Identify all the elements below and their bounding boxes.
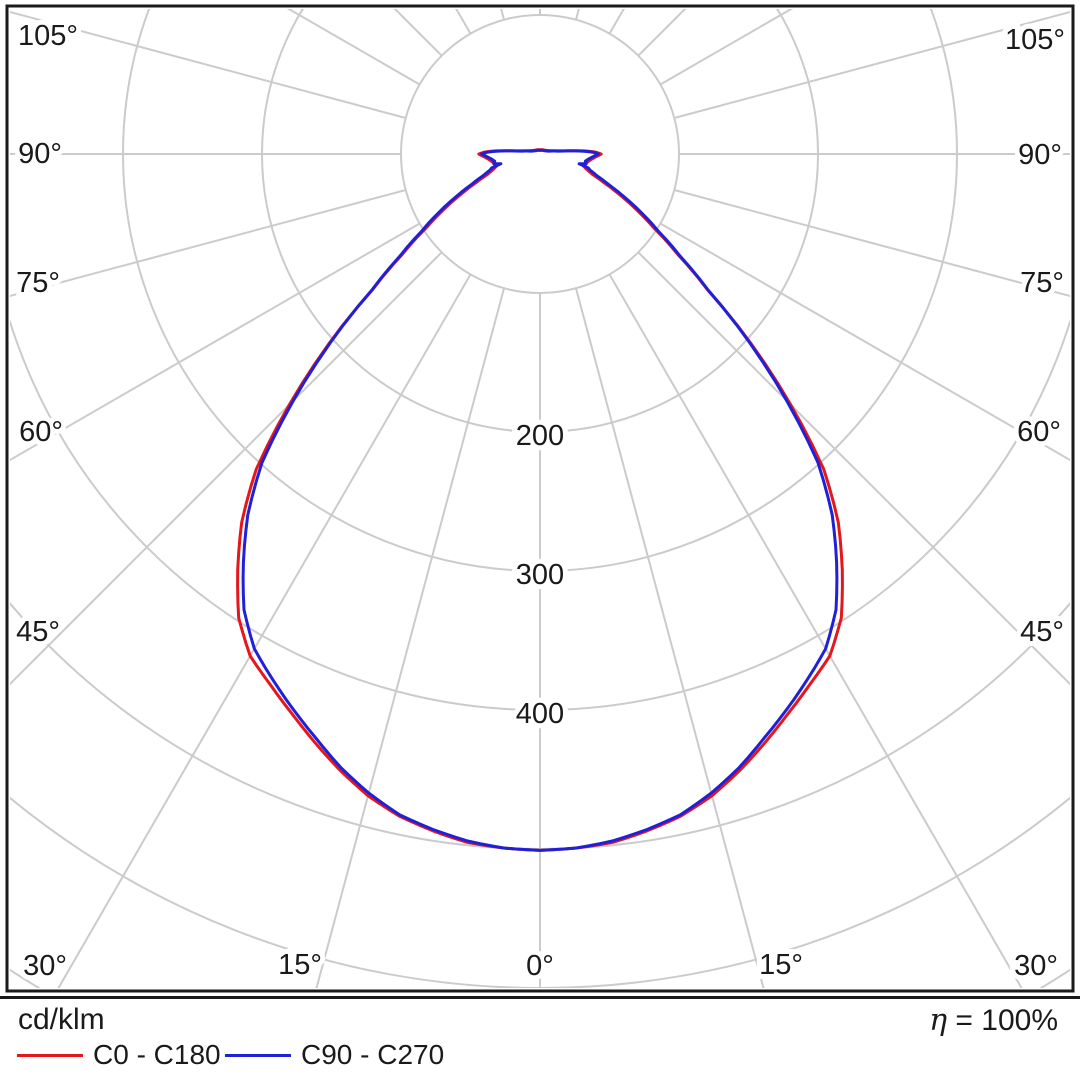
radial-label-300: 300 <box>516 559 564 591</box>
grid-ray-60 <box>659 222 1070 462</box>
angle-label-15deg: 15° <box>759 949 803 981</box>
angle-label-75deg: 75° <box>1020 267 1064 299</box>
grid-ray-15 <box>575 288 765 988</box>
angle-label-105deg: 105° <box>18 20 78 52</box>
legend-label-c90-c270: C90 - C270 <box>301 1039 445 1070</box>
angle-label-45deg: 45° <box>16 616 60 648</box>
angle-label-30deg: 30° <box>23 950 67 982</box>
angle-label-0deg: 0° <box>526 950 554 982</box>
angle-label-105deg: 105° <box>1005 24 1065 56</box>
angle-label-60deg: 60° <box>1017 416 1061 448</box>
grid-ray-345 <box>315 288 505 988</box>
legend-label-c0-c180: C0 - C180 <box>93 1039 221 1070</box>
grid-ray-45 <box>637 251 1070 686</box>
angle-label-60deg: 60° <box>19 416 63 448</box>
radial-label-200: 200 <box>516 420 564 452</box>
eta-value: = 100% <box>947 1004 1058 1037</box>
angle-label-90deg: 90° <box>1018 139 1062 171</box>
grid-ring-100 <box>400 14 680 294</box>
grid-ray-165 <box>575 9 580 20</box>
angle-label-75deg: 75° <box>16 267 60 299</box>
legend-item-c90-c270: C90 - C270 <box>225 1039 444 1071</box>
legend-swatch-c90-c270 <box>225 1053 291 1057</box>
grid-ray-195 <box>500 9 505 20</box>
footer-divider <box>0 996 1080 999</box>
efficiency-label: η = 100% <box>929 1003 1058 1038</box>
radial-label-400: 400 <box>516 698 564 730</box>
legend-item-c0-c180: C0 - C180 <box>17 1039 221 1071</box>
angle-label-15deg: 15° <box>278 949 322 981</box>
grid-ray-105 <box>674 10 1070 119</box>
axis-labels: 0° 15° 15° 30° 30° 45° 45° 60° 60° 75° 75° 90° 90° 10… <box>11 15 1070 987</box>
plot-border <box>5 4 1075 993</box>
grid-ray-30 <box>608 273 1023 988</box>
legend-swatch-c0-c180 <box>17 1053 83 1057</box>
grid-ray-300 <box>10 222 421 462</box>
grid-ray-330 <box>57 273 472 988</box>
grid-ray-315 <box>10 251 443 686</box>
angle-label-45deg: 45° <box>1020 616 1064 648</box>
grid-ray-255 <box>10 10 406 119</box>
grid-ray-285 <box>10 189 406 298</box>
intensity-curves <box>236 148 844 852</box>
angle-label-30deg: 30° <box>1014 950 1058 982</box>
units-label: cd/klm <box>18 1003 105 1036</box>
grid-ray-75 <box>674 189 1070 298</box>
eta-symbol: η <box>929 1003 948 1038</box>
angle-label-90deg: 90° <box>18 138 62 170</box>
curve-c90-c270 <box>241 148 839 852</box>
